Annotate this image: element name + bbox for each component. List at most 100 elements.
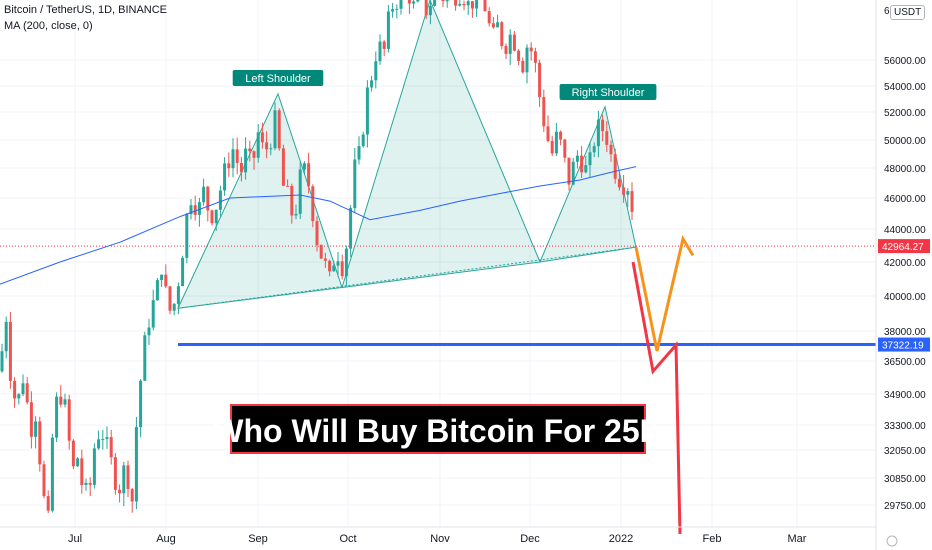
- candle: [613, 148, 617, 184]
- candle: [265, 131, 269, 159]
- currency-button[interactable]: USDT: [890, 5, 926, 20]
- candle: [580, 146, 584, 178]
- candle: [559, 130, 563, 146]
- candle: [378, 34, 382, 65]
- candle: [487, 7, 491, 27]
- candle: [281, 144, 285, 187]
- candle: [92, 443, 96, 489]
- candle: [50, 433, 54, 513]
- candle: [206, 185, 210, 222]
- right-shoulder-label-bg: [559, 84, 657, 100]
- candle: [588, 142, 592, 178]
- candle: [617, 172, 621, 191]
- candle: [17, 393, 21, 405]
- x-tick-label: 2022: [609, 533, 633, 545]
- candle: [239, 156, 243, 182]
- candle: [197, 197, 201, 227]
- right-shoulder-shape: [539, 105, 637, 263]
- x-tick-label: Sep: [248, 533, 268, 545]
- candle: [38, 416, 42, 472]
- candle: [340, 254, 344, 280]
- candle: [550, 135, 554, 157]
- chart-title: Who Will Buy Bitcoin For 25K: [213, 413, 662, 449]
- candle: [601, 114, 605, 142]
- candle: [25, 377, 29, 405]
- candle: [466, 0, 470, 16]
- left-shoulder-label: Left Shoulder: [245, 73, 311, 85]
- candle: [412, 0, 416, 9]
- candle: [160, 274, 164, 287]
- candle: [609, 140, 613, 162]
- x-tick-label: Mar: [788, 533, 807, 545]
- candle: [0, 343, 4, 373]
- candle: [189, 199, 193, 220]
- y-tick-label: 50000.00: [884, 136, 926, 147]
- settings-icon: [886, 535, 898, 547]
- candle: [147, 318, 151, 346]
- y-tick-label: 54000.00: [884, 82, 926, 93]
- candle: [462, 0, 466, 11]
- left-shoulder-shape: [177, 92, 343, 309]
- candle: [151, 289, 155, 331]
- candle: [483, 0, 487, 12]
- candle: [454, 0, 458, 11]
- candle: [109, 429, 113, 465]
- candle: [302, 161, 306, 174]
- neckline: [177, 246, 637, 309]
- candle: [584, 155, 588, 174]
- candle: [525, 44, 529, 84]
- candle: [546, 115, 550, 143]
- candle: [365, 80, 369, 148]
- candle: [538, 59, 542, 107]
- candle: [71, 439, 75, 470]
- candle: [252, 150, 256, 170]
- candle: [500, 20, 504, 50]
- candle: [407, 0, 411, 14]
- candle: [122, 461, 126, 507]
- candle: [67, 394, 71, 450]
- candle: [55, 392, 59, 442]
- x-tick-label: Dec: [520, 533, 540, 545]
- candle: [374, 51, 378, 89]
- candle: [382, 40, 386, 57]
- candle: [445, 0, 449, 8]
- candle: [386, 4, 390, 53]
- candle: [113, 453, 117, 495]
- y-tick-label: 56000.00: [884, 56, 926, 67]
- candle: [357, 136, 361, 165]
- candle: [88, 477, 92, 497]
- candle: [626, 188, 630, 208]
- candle: [13, 377, 17, 408]
- y-axis-panel: [876, 0, 932, 550]
- candle: [563, 138, 567, 163]
- candle: [496, 14, 500, 28]
- candle: [101, 429, 105, 450]
- neckline-band: [178, 247, 636, 309]
- candle: [244, 137, 248, 180]
- y-tick-label: 30850.00: [884, 474, 926, 485]
- candle: [126, 460, 130, 498]
- support-price-badge: 37322.19: [882, 341, 924, 352]
- ma-200-line: [0, 166, 637, 285]
- candle: [235, 137, 239, 175]
- candle: [63, 393, 67, 408]
- x-tick-label: Nov: [430, 533, 450, 545]
- candle: [491, 17, 495, 29]
- y-tick-label: 32050.00: [884, 446, 926, 457]
- candle: [4, 316, 8, 359]
- indicator-legend: MA (200, close, 0): [4, 20, 93, 32]
- candle: [42, 460, 46, 499]
- candle: [286, 179, 290, 187]
- support-price-badge-bg: [878, 337, 930, 352]
- projection-orange: [634, 234, 695, 352]
- candle: [8, 311, 12, 389]
- candle: [395, 4, 399, 19]
- candle: [311, 184, 315, 228]
- candle: [504, 43, 508, 60]
- candle: [349, 205, 353, 258]
- symbol-title: Bitcoin / TetherUS, 1D, BINANCE: [4, 4, 168, 16]
- candle: [622, 175, 626, 203]
- candle: [370, 75, 374, 92]
